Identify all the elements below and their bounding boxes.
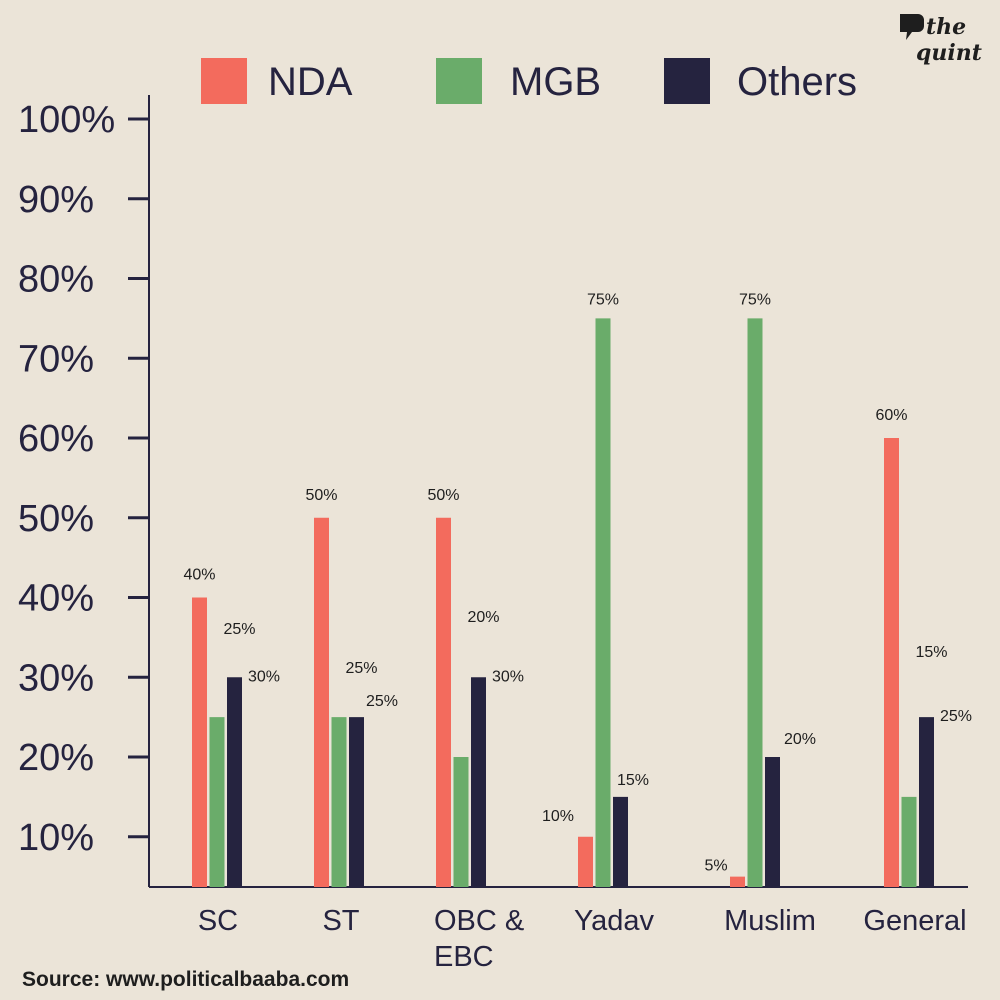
bar-mgb bbox=[901, 796, 917, 887]
legend-label-mgb: MGB bbox=[510, 60, 601, 104]
speech-bubble-icon bbox=[900, 14, 924, 40]
bar-mgb bbox=[595, 318, 611, 887]
legend-swatch-nda bbox=[201, 58, 247, 104]
bar-nda bbox=[730, 876, 745, 887]
y-tick-label: 10% bbox=[18, 817, 94, 859]
data-label-others: 30% bbox=[248, 668, 280, 685]
data-label-others: 20% bbox=[784, 731, 816, 748]
legend-swatch-others bbox=[664, 58, 710, 104]
x-tick-label: EBC bbox=[434, 941, 494, 973]
source-note: Source: www.politicalbaaba.com bbox=[22, 968, 350, 991]
logo-line-1: the bbox=[926, 14, 966, 40]
legend-label-others: Others bbox=[737, 60, 857, 104]
data-label-mgb: 20% bbox=[468, 609, 500, 626]
bar-mgb bbox=[209, 717, 225, 887]
x-tick-label: OBC & bbox=[434, 905, 524, 937]
y-tick-label: 50% bbox=[18, 498, 94, 540]
y-tick-label: 20% bbox=[18, 737, 94, 779]
bar-nda bbox=[884, 438, 899, 887]
y-tick-label: 30% bbox=[18, 657, 94, 699]
legend-label-nda: NDA bbox=[268, 60, 353, 104]
bar-others bbox=[919, 717, 934, 887]
data-label-mgb: 25% bbox=[346, 660, 378, 677]
y-tick-label: 100% bbox=[18, 99, 115, 141]
data-label-others: 30% bbox=[492, 668, 524, 685]
bar-mgb bbox=[453, 757, 469, 887]
data-label-mgb: 15% bbox=[916, 644, 948, 661]
y-tick-label: 80% bbox=[18, 259, 94, 301]
data-label-others: 25% bbox=[940, 708, 972, 725]
legend-swatch-mgb bbox=[436, 58, 482, 104]
data-label-nda: 50% bbox=[305, 487, 337, 504]
x-tick-label: General bbox=[863, 905, 966, 937]
logo-line-2: quint bbox=[916, 40, 982, 66]
bar-others bbox=[471, 677, 486, 887]
bar-nda bbox=[578, 836, 593, 887]
x-tick-label: Muslim bbox=[724, 905, 816, 937]
bar-others bbox=[765, 757, 780, 887]
bar-nda bbox=[314, 517, 329, 887]
data-label-nda: 50% bbox=[427, 487, 459, 504]
data-label-nda: 10% bbox=[542, 808, 574, 825]
y-tick-label: 60% bbox=[18, 418, 94, 460]
x-tick-label: Yadav bbox=[574, 905, 655, 937]
data-label-mgb: 75% bbox=[739, 291, 771, 308]
y-tick-label: 70% bbox=[18, 338, 94, 380]
y-tick-label: 90% bbox=[18, 179, 94, 221]
bar-mgb bbox=[747, 318, 763, 887]
bar-mgb bbox=[331, 717, 347, 887]
data-label-nda: 60% bbox=[875, 407, 907, 424]
bar-others bbox=[613, 796, 628, 887]
data-label-others: 15% bbox=[617, 772, 649, 789]
x-tick-label: ST bbox=[322, 905, 359, 937]
data-label-nda: 5% bbox=[704, 858, 727, 875]
bar-others bbox=[227, 677, 242, 887]
y-tick-label: 40% bbox=[18, 578, 94, 620]
the-quint-logo: the quint bbox=[900, 14, 982, 66]
bar-nda bbox=[192, 597, 207, 887]
bar-nda bbox=[436, 517, 451, 887]
bar-others bbox=[349, 717, 364, 887]
data-label-mgb: 25% bbox=[224, 621, 256, 638]
data-label-mgb: 75% bbox=[587, 291, 619, 308]
data-label-others: 25% bbox=[366, 693, 398, 710]
x-tick-label: SC bbox=[198, 905, 238, 937]
data-label-nda: 40% bbox=[183, 567, 215, 584]
